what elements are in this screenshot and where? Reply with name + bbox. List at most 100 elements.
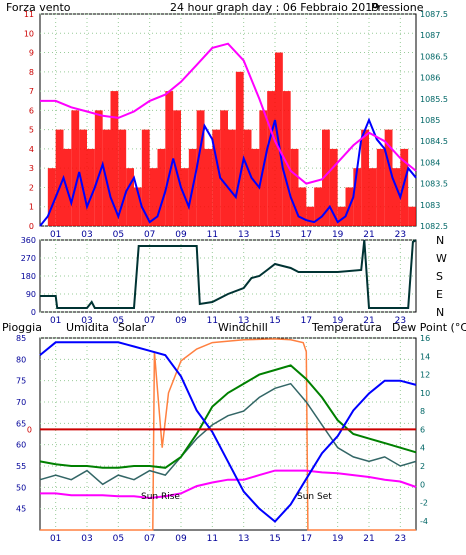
- pressure-axis-tick: 1085.5: [420, 95, 448, 104]
- direction-axis-tick: 270: [21, 254, 36, 263]
- wind-bar: [204, 148, 213, 226]
- wind-bar: [141, 129, 150, 226]
- wind-axis-tick: 5: [29, 126, 34, 135]
- wind-bar: [392, 168, 401, 226]
- compass-label: E: [436, 288, 443, 301]
- wind-force-label: Forza vento: [6, 1, 71, 14]
- wind-bar: [329, 148, 338, 226]
- chart-title: 24 hour graph day : 06 Febbraio 2019: [170, 1, 379, 14]
- wind-bar: [196, 110, 205, 226]
- temperature-axis-tick: 16: [420, 334, 430, 343]
- hour-tick-label: 13: [238, 230, 249, 240]
- pressure-axis-tick: 1087: [420, 31, 440, 40]
- temperature-axis-tick: 6: [420, 425, 425, 434]
- hour-tick-label: 09: [175, 230, 187, 240]
- temperature-axis-tick: -2: [420, 499, 428, 508]
- wind-bar: [306, 206, 315, 226]
- wind-bar: [290, 148, 299, 226]
- hour-tick-label: 19: [332, 534, 344, 544]
- humidity-axis-tick: 45: [16, 505, 26, 514]
- wind-bar: [71, 110, 80, 226]
- direction-axis-tick: 90: [26, 290, 36, 299]
- temperature-axis-tick: -4: [420, 517, 428, 526]
- humidity-axis-tick: 50: [16, 483, 26, 492]
- hour-tick-label: 17: [301, 230, 312, 240]
- hour-tick-label: 11: [207, 534, 218, 544]
- wind-bar: [118, 129, 127, 226]
- windchill-label: Windchill: [218, 321, 268, 334]
- wind-bar: [337, 206, 346, 226]
- wind-bar: [235, 71, 244, 227]
- temperature-panel-frame: [39, 337, 417, 531]
- hour-tick-label: 01: [50, 316, 61, 326]
- wind-bar: [149, 168, 158, 226]
- pressure-axis-tick: 1086.5: [420, 52, 448, 61]
- wind-bar: [408, 206, 416, 226]
- humidity-label: Umidita: [66, 321, 109, 334]
- wind-bar: [157, 148, 166, 226]
- pressure-axis-tick: 1085: [420, 116, 440, 125]
- pressure-axis-tick: 1082.5: [420, 222, 448, 231]
- wind-bar: [369, 168, 377, 226]
- wind-axis-tick: 10: [24, 29, 34, 38]
- hour-tick-label: 09: [175, 534, 187, 544]
- wind-axis-tick: 8: [29, 68, 34, 77]
- wind-axis-tick: 9: [29, 49, 34, 58]
- temperature-axis-tick: 4: [420, 444, 425, 453]
- hour-tick-label: 05: [113, 534, 124, 544]
- wind-axis-tick: 6: [29, 106, 34, 115]
- temperature-label: Temperatura: [311, 321, 382, 334]
- direction-axis-tick: 360: [21, 236, 36, 245]
- hour-tick-label: 03: [81, 230, 92, 240]
- wind-bar: [228, 129, 236, 226]
- wind-bar: [79, 129, 87, 226]
- hour-tick-label: 07: [144, 316, 155, 326]
- hour-tick-label: 13: [238, 316, 249, 326]
- wind-bar: [94, 110, 103, 226]
- humidity-line: [39, 341, 417, 523]
- wind-bar: [376, 148, 385, 226]
- wind-bar: [165, 91, 174, 226]
- wind-bar: [212, 129, 221, 226]
- hour-tick-label: 11: [207, 316, 218, 326]
- wind-bar: [353, 168, 362, 226]
- wind-axis-tick: 11: [24, 10, 34, 19]
- humidity-axis-tick: 80: [16, 355, 26, 364]
- compass-label: S: [436, 270, 443, 283]
- hour-tick-label: 23: [395, 316, 406, 326]
- hour-tick-label: 13: [238, 534, 249, 544]
- hour-tick-label: 23: [395, 534, 406, 544]
- wind-bar: [298, 187, 307, 226]
- wind-bar: [55, 129, 64, 226]
- solar-line: [40, 338, 416, 531]
- sun-rise-annotation: Sun Rise: [141, 492, 180, 502]
- humidity-axis-tick: 70: [16, 398, 26, 407]
- solar-label: Solar: [118, 321, 147, 334]
- pressure-line: [40, 42, 417, 185]
- hour-tick-label: 19: [332, 230, 344, 240]
- pressure-axis-tick: 1084.5: [420, 137, 448, 146]
- humidity-axis-tick: 85: [16, 334, 26, 343]
- hour-tick-label: 03: [81, 534, 92, 544]
- wind-bar: [87, 148, 95, 226]
- direction-axis-tick: 180: [21, 272, 36, 281]
- wind-bar: [134, 187, 142, 226]
- hour-tick-label: 03: [81, 316, 92, 326]
- hour-tick-label: 21: [363, 230, 374, 240]
- wind-bar: [110, 91, 119, 226]
- dewpoint-label: Dew Point (°C): [392, 321, 466, 334]
- hour-tick-label: 15: [269, 534, 280, 544]
- hour-tick-label: 01: [50, 534, 61, 544]
- humidity-axis-tick: 75: [16, 377, 26, 386]
- hour-tick-label: 05: [113, 230, 124, 240]
- windchill-line: [39, 382, 417, 486]
- hour-tick-label: 07: [144, 534, 155, 544]
- wind-axis-tick: 4: [29, 145, 34, 154]
- humidity-axis-tick: 55: [16, 462, 26, 471]
- tick-labels: 0101010303030505050707070909091111111313…: [16, 10, 448, 544]
- wind-bar: [400, 148, 409, 226]
- hour-tick-label: 19: [332, 316, 344, 326]
- rain-label: Pioggia: [2, 321, 42, 334]
- wind-bar: [361, 129, 369, 226]
